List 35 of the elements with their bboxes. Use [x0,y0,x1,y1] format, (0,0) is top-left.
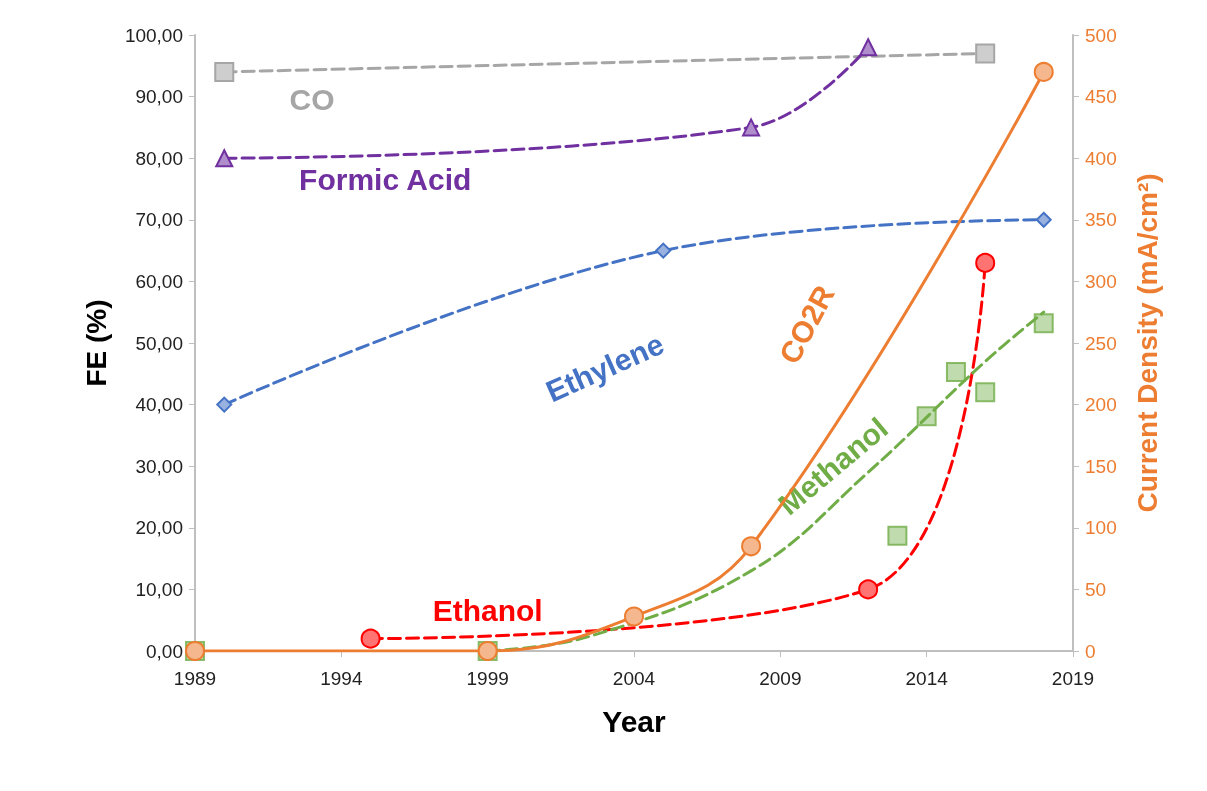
y-tick-label: 10,00 [135,578,183,600]
y2-tick-label: 200 [1085,394,1117,416]
x-tick-label: 2009 [759,668,802,689]
y-tick-label: 40,00 [135,394,183,416]
y2-tick-label: 350 [1085,209,1117,231]
y2-tick-label: 250 [1085,332,1117,354]
y-tick-label: 30,00 [135,455,183,477]
x-tick-label: 1994 [320,668,363,689]
y2-tick-label: 300 [1085,270,1117,292]
y-tick-label: 90,00 [135,86,183,108]
x-tick-label: 2019 [1051,668,1095,689]
y-tick-label: 50,00 [135,332,183,354]
x-axis-title: Year [602,704,667,738]
y2-tick-label: 0 [1085,640,1096,662]
y-tick-label: 20,00 [135,517,183,539]
y2-tick-label: 500 [1085,24,1117,46]
y-tick-label: 100,00 [124,24,183,46]
series-label: Formic Acid [299,163,472,197]
y-tick-label: 60,00 [135,270,183,292]
x-tick-label: 2004 [612,668,656,689]
y-tick-label: 80,00 [135,147,183,169]
y-axis-title: FE (%) [80,299,112,387]
y-tick-label: 70,00 [135,209,183,231]
x-tick-label: 1999 [466,668,509,689]
y2-tick-label: 400 [1085,147,1117,169]
y-tick-label: 0,00 [146,640,183,662]
x-tick-label: 2014 [905,668,949,689]
series-label: CO [289,83,335,117]
y2-tick-label: 450 [1085,86,1117,108]
x-tick-label: 1989 [173,668,217,689]
y2-axis-title: Current Density (mA/cm²) [1131,173,1163,513]
y2-tick-label: 150 [1085,455,1117,477]
y2-tick-label: 50 [1085,578,1107,600]
series-label: Ethanol [432,594,543,628]
y2-tick-label: 100 [1085,517,1117,539]
